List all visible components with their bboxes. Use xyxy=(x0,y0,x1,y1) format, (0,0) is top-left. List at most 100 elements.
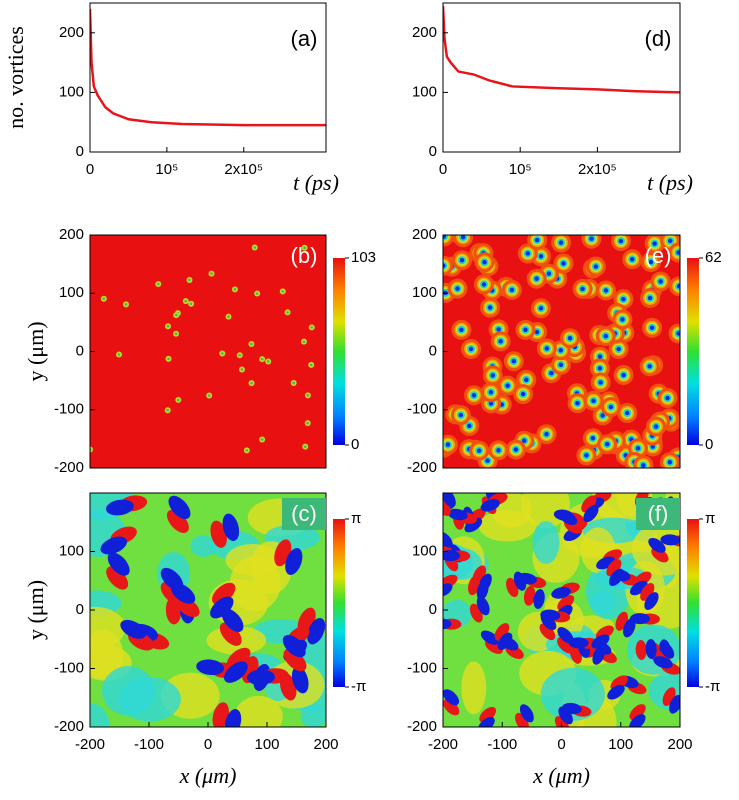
vortex xyxy=(630,257,635,262)
phase-blue xyxy=(443,689,460,706)
x-tick-label: 100 xyxy=(254,736,279,753)
phase-region xyxy=(101,666,155,716)
vortex-core xyxy=(260,357,264,361)
phase-blue xyxy=(221,608,244,632)
vortex xyxy=(525,251,530,256)
colorbar-label: -π xyxy=(351,678,366,695)
vortex-core xyxy=(167,357,170,361)
vortex xyxy=(455,286,460,291)
x-tick-label: 200 xyxy=(313,736,338,753)
phase-blue xyxy=(246,669,275,686)
colorbar-label: 62 xyxy=(705,249,722,266)
vortex xyxy=(647,295,653,301)
phase-blue xyxy=(464,517,483,533)
phase-blue xyxy=(519,704,534,723)
vortex-core xyxy=(221,352,224,355)
phase-red xyxy=(610,675,628,691)
phase-blue xyxy=(540,609,561,621)
phase-blue xyxy=(443,531,453,548)
vortex xyxy=(522,438,527,443)
y-tick-label: 200 xyxy=(412,226,437,243)
vortex xyxy=(496,448,501,453)
vortex xyxy=(538,254,544,259)
vortex-core xyxy=(253,246,257,249)
field-background xyxy=(90,235,326,468)
vortex-core xyxy=(302,340,306,343)
vortex xyxy=(90,446,94,453)
vortex xyxy=(608,404,614,410)
vortex xyxy=(561,261,566,266)
vortex xyxy=(652,241,657,246)
phase-blue xyxy=(591,634,610,649)
phase-blue xyxy=(210,596,234,619)
phase-blue xyxy=(443,493,456,508)
vortex xyxy=(558,348,563,353)
phase-blue xyxy=(660,534,680,546)
phase-blue xyxy=(558,706,573,725)
colorbar xyxy=(687,519,699,687)
y-tick-label: -200 xyxy=(54,459,84,476)
plot-area xyxy=(90,493,326,727)
panel-label-box xyxy=(636,498,680,530)
vortex xyxy=(620,317,625,322)
phase-blue xyxy=(291,666,309,694)
phase-red xyxy=(629,704,646,721)
vortex-core xyxy=(250,342,253,346)
vortex-core xyxy=(309,363,313,367)
x-tick-label: -200 xyxy=(75,736,105,753)
y-tick-label: 0 xyxy=(429,143,437,160)
x-axis-label: x (μm) xyxy=(532,763,590,788)
x-axis-label: t (ps) xyxy=(647,170,693,195)
phase-red xyxy=(523,585,536,606)
y-tick-label: 200 xyxy=(412,24,437,41)
vortex xyxy=(658,279,663,284)
vortex-core xyxy=(306,421,309,425)
vortex xyxy=(597,366,603,371)
phase-red xyxy=(494,623,510,641)
y-axis-label: y (μm) xyxy=(23,580,48,640)
phase-red xyxy=(219,622,242,646)
vortex xyxy=(593,264,599,269)
frame xyxy=(442,2,681,153)
phase-blue xyxy=(644,592,659,610)
vortex xyxy=(459,327,464,332)
phase-blue xyxy=(120,619,147,639)
x-tick-label: -100 xyxy=(134,736,164,753)
phase-red xyxy=(479,706,497,723)
y-tick-label: 100 xyxy=(59,542,84,559)
phase-blue xyxy=(629,580,648,596)
x-tick-label: -100 xyxy=(487,736,517,753)
phase-red xyxy=(554,716,570,727)
vortex xyxy=(667,459,673,465)
phase-blue xyxy=(170,583,196,604)
x-tick-label: 200 xyxy=(667,736,692,753)
vortex-core xyxy=(227,315,230,318)
phase-red xyxy=(581,495,597,513)
y-tick-label: 100 xyxy=(412,83,437,100)
vortex xyxy=(482,260,487,265)
vortex-core xyxy=(166,324,170,328)
vortex-core xyxy=(233,288,237,291)
phase-red xyxy=(106,566,129,590)
phase-blue xyxy=(659,641,675,659)
phase-blue xyxy=(443,618,452,630)
x-tick-label: 2x10⁵ xyxy=(224,161,263,178)
panel-label: (c) xyxy=(291,501,317,526)
x-axis-label: t (ps) xyxy=(293,170,339,195)
colorbar xyxy=(687,258,699,445)
vortex-core xyxy=(184,299,188,303)
phase-blue xyxy=(478,716,495,727)
vortex xyxy=(505,383,510,388)
y-axis-label: y (μm) xyxy=(23,321,48,381)
panel-label: (f) xyxy=(648,501,669,526)
plot-area xyxy=(443,493,680,727)
phase-blue xyxy=(583,505,599,523)
plot-area xyxy=(443,235,680,468)
phase-blue xyxy=(476,596,490,616)
line xyxy=(443,5,680,94)
phase-blue xyxy=(561,702,582,715)
vortex-core xyxy=(102,297,106,301)
vortex-core xyxy=(303,246,306,250)
vortex-core xyxy=(310,326,314,329)
vortex-core xyxy=(189,302,193,306)
